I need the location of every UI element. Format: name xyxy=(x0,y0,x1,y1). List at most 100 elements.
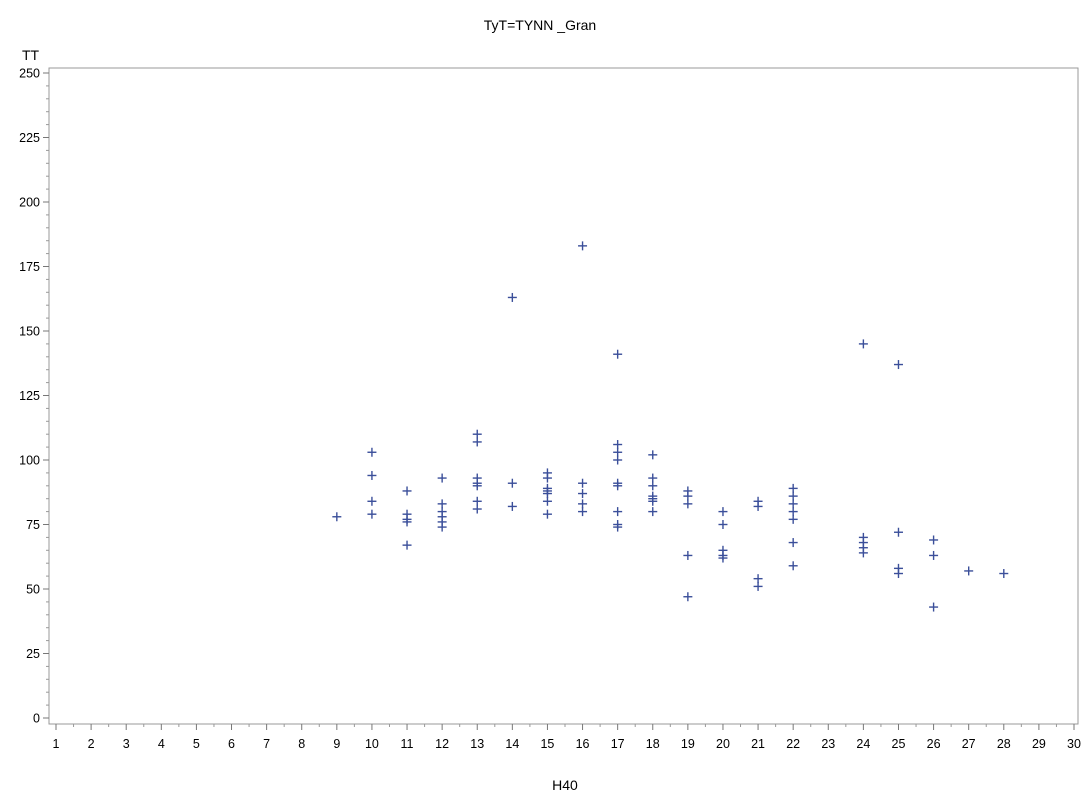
x-tick-label: 3 xyxy=(123,737,130,751)
data-point xyxy=(507,501,517,511)
data-point xyxy=(367,496,377,506)
data-point xyxy=(753,501,763,511)
x-tick-label: 2 xyxy=(88,737,95,751)
x-tick-label: 10 xyxy=(365,737,379,751)
data-point xyxy=(964,566,974,576)
data-point xyxy=(542,473,552,483)
data-point xyxy=(683,491,693,501)
data-point xyxy=(893,527,903,537)
data-point xyxy=(472,496,482,506)
data-point xyxy=(788,491,798,501)
data-point xyxy=(437,522,447,532)
data-point xyxy=(332,512,342,522)
data-point xyxy=(753,574,763,584)
y-tick-label: 150 xyxy=(19,325,40,339)
y-tick-label: 200 xyxy=(19,196,40,210)
x-tick-label: 29 xyxy=(1032,737,1046,751)
data-point xyxy=(367,447,377,457)
x-tick-label: 18 xyxy=(646,737,660,751)
data-point xyxy=(507,292,517,302)
x-tick-label: 27 xyxy=(962,737,976,751)
data-point xyxy=(578,507,588,517)
data-point xyxy=(858,548,868,558)
x-tick-label: 9 xyxy=(333,737,340,751)
data-point xyxy=(542,496,552,506)
y-axis-label: TT xyxy=(22,47,40,63)
x-tick-label: 8 xyxy=(298,737,305,751)
x-tick-label: 1 xyxy=(53,737,60,751)
y-tick-label: 50 xyxy=(26,583,40,597)
data-point xyxy=(683,499,693,509)
data-point xyxy=(929,550,939,560)
data-point xyxy=(683,550,693,560)
x-tick-label: 20 xyxy=(716,737,730,751)
x-tick-label: 17 xyxy=(611,737,625,751)
data-point xyxy=(893,360,903,370)
x-axis-label: H40 xyxy=(552,777,578,793)
data-point xyxy=(858,339,868,349)
data-point xyxy=(613,507,623,517)
data-point xyxy=(718,507,728,517)
data-point xyxy=(788,514,798,524)
data-point xyxy=(613,481,623,491)
chart-title: TyT=TYNN _Gran xyxy=(484,17,596,33)
data-point xyxy=(929,535,939,545)
data-point xyxy=(402,486,412,496)
data-point xyxy=(613,349,623,359)
y-tick-label: 225 xyxy=(19,131,40,145)
data-point xyxy=(437,473,447,483)
data-point xyxy=(648,496,658,506)
data-point xyxy=(472,429,482,439)
y-tick-label: 100 xyxy=(19,454,40,468)
x-tick-label: 24 xyxy=(856,737,870,751)
data-point xyxy=(402,540,412,550)
data-point xyxy=(788,507,798,517)
data-point xyxy=(613,455,623,465)
data-point xyxy=(893,569,903,579)
data-point xyxy=(788,561,798,571)
y-axis: 0 25 50 75 100 125 150 175 200 225 250 xyxy=(19,67,49,726)
data-point xyxy=(507,478,517,488)
data-point xyxy=(542,489,552,499)
x-tick-label: 14 xyxy=(505,737,519,751)
y-tick-label: 75 xyxy=(26,518,40,532)
data-point xyxy=(402,517,412,527)
data-point xyxy=(648,481,658,491)
data-point xyxy=(718,553,728,563)
data-point xyxy=(613,522,623,532)
plot-frame xyxy=(48,67,1079,725)
x-tick-label: 11 xyxy=(401,737,414,751)
data-point xyxy=(648,507,658,517)
x-tick-label: 4 xyxy=(158,737,165,751)
x-tick-label: 13 xyxy=(470,737,484,751)
data-point xyxy=(753,581,763,591)
x-tick-label: 15 xyxy=(540,737,554,751)
x-tick-label: 16 xyxy=(576,737,590,751)
x-tick-label: 30 xyxy=(1067,737,1081,751)
y-tick-label: 125 xyxy=(19,389,40,403)
x-tick-label: 26 xyxy=(927,737,941,751)
y-tick-label: 0 xyxy=(33,712,40,726)
x-tick-label: 22 xyxy=(786,737,800,751)
data-point xyxy=(367,509,377,519)
data-point xyxy=(788,538,798,548)
data-point xyxy=(578,241,588,251)
x-tick-label: 23 xyxy=(821,737,835,751)
data-point xyxy=(648,473,658,483)
data-point xyxy=(788,499,798,509)
data-point xyxy=(542,509,552,519)
data-point xyxy=(472,437,482,447)
data-point xyxy=(683,592,693,602)
data-point xyxy=(613,447,623,457)
data-point xyxy=(472,504,482,514)
data-point xyxy=(578,489,588,499)
data-point xyxy=(472,481,482,491)
x-axis: 1 2 3 4 5 6 7 8 9 10 11 12 13 14 15 16 17 18 19 20 21 22 23 24 2… xyxy=(53,724,1081,751)
data-point xyxy=(648,450,658,460)
data-point xyxy=(999,569,1009,579)
y-tick-label: 175 xyxy=(19,260,40,274)
data-point xyxy=(578,478,588,488)
data-point xyxy=(929,602,939,612)
x-tick-label: 6 xyxy=(228,737,235,751)
